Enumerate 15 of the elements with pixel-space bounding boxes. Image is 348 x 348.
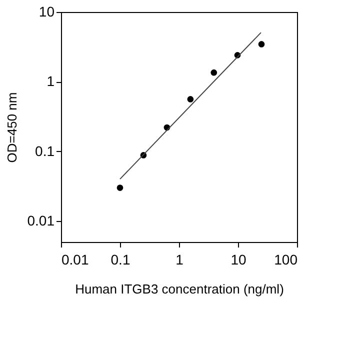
x-tick-label: 10 xyxy=(230,252,246,268)
y-tick-label: 10 xyxy=(38,4,55,20)
x-tick-label: 1 xyxy=(176,252,184,268)
x-axis-title: Human ITGB3 concentration (ng/ml) xyxy=(75,282,284,296)
x-tick-label: 0.1 xyxy=(110,252,130,268)
y-tick-label: 0.01 xyxy=(27,212,55,229)
point xyxy=(258,41,265,48)
point xyxy=(210,69,218,76)
point xyxy=(187,96,194,102)
y-tick-label: 1 xyxy=(46,73,55,90)
y-axis-title: OD=450 nm xyxy=(4,92,20,163)
point xyxy=(116,184,124,191)
y-tick-label: 0.1 xyxy=(35,142,55,159)
x-tick-label: 0.01 xyxy=(62,252,89,268)
x-tick-label: 100 xyxy=(274,252,298,268)
